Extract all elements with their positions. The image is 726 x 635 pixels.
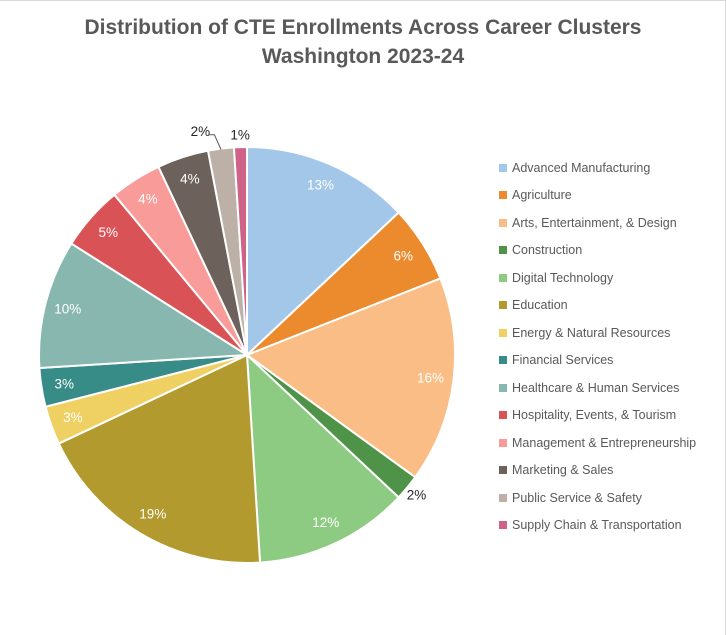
legend-item-marketing-sales[interactable]: Marketing & Sales [499, 457, 696, 485]
pie-slice-advanced-manufacturing[interactable] [246, 146, 400, 356]
legend-item-construction[interactable]: Construction [499, 237, 696, 265]
slice-label-financial-services: 3% [55, 376, 75, 391]
slice-label-management-entrepreneurship: 4% [138, 191, 158, 206]
legend-item-agriculture[interactable]: Agriculture [499, 182, 696, 210]
legend-label-advanced-manufacturing: Advanced Manufacturing [512, 160, 651, 175]
slice-label-agriculture: 6% [393, 248, 413, 263]
legend-swatch-construction [499, 246, 507, 255]
legend-swatch-agriculture [499, 191, 507, 200]
slice-label-energy-natural-resources: 3% [63, 410, 83, 425]
pie-slice-education[interactable] [57, 354, 262, 564]
legend-swatch-hospitality-events-tourism [499, 411, 507, 420]
legend-item-advanced-manufacturing[interactable]: Advanced Manufacturing [499, 154, 696, 182]
legend-swatch-education [499, 301, 507, 310]
pie-slice-healthcare-human-services[interactable] [38, 242, 248, 370]
legend-item-supply-chain-transportation[interactable]: Supply Chain & Transportation [499, 512, 696, 540]
pie-slice-arts-entertainment-design[interactable] [246, 277, 456, 479]
legend-label-education: Education [512, 298, 568, 313]
legend-item-management-entrepreneurship[interactable]: Management & Entrepreneurship [499, 429, 696, 457]
legend-swatch-financial-services [499, 356, 507, 365]
slice-label-hospitality-events-tourism: 5% [98, 225, 118, 240]
legend-item-healthcare-human-services[interactable]: Healthcare & Human Services [499, 374, 696, 402]
slice-label-construction: 2% [407, 488, 427, 503]
legend-swatch-management-entrepreneurship [499, 438, 507, 447]
legend-label-agriculture: Agriculture [512, 188, 572, 203]
legend-swatch-advanced-manufacturing [499, 163, 507, 172]
legend-swatch-arts-entertainment-design [499, 218, 507, 227]
slice-label-digital-technology: 12% [312, 515, 339, 530]
legend-item-hospitality-events-tourism[interactable]: Hospitality, Events, & Tourism [499, 402, 696, 430]
chart-title-line2: Washington 2023-24 [261, 45, 465, 68]
legend-swatch-supply-chain-transportation [499, 521, 507, 530]
legend: Advanced Manufacturing Agriculture Arts, E… [499, 154, 696, 539]
slice-label-marketing-sales: 4% [180, 172, 200, 187]
legend-swatch-healthcare-human-services [499, 383, 507, 392]
pie-slice-supply-chain-transportation[interactable] [232, 145, 248, 356]
legend-swatch-energy-natural-resources [499, 328, 507, 337]
slice-label-arts-entertainment-design: 16% [417, 371, 444, 386]
slice-label-education: 19% [139, 507, 166, 522]
slice-label-advanced-manufacturing: 13% [307, 178, 334, 193]
slice-label-healthcare-human-services: 10% [54, 301, 81, 316]
legend-label-energy-natural-resources: Energy & Natural Resources [512, 325, 671, 340]
slice-label-public-service-safety: 2% [191, 124, 211, 139]
legend-item-public-service-safety[interactable]: Public Service & Safety [499, 484, 696, 512]
legend-label-hospitality-events-tourism: Hospitality, Events, & Tourism [512, 408, 677, 423]
legend-label-healthcare-human-services: Healthcare & Human Services [512, 380, 680, 395]
legend-swatch-marketing-sales [499, 466, 507, 475]
chart-title: Distribution of CTE Enrollments Across C… [0, 13, 726, 71]
legend-swatch-public-service-safety [499, 493, 507, 502]
legend-label-digital-technology: Digital Technology [512, 270, 614, 285]
chart-title-line1: Distribution of CTE Enrollments Across C… [84, 16, 642, 39]
legend-item-energy-natural-resources[interactable]: Energy & Natural Resources [499, 319, 696, 347]
legend-item-education[interactable]: Education [499, 292, 696, 320]
legend-item-financial-services[interactable]: Financial Services [499, 347, 696, 375]
legend-item-digital-technology[interactable]: Digital Technology [499, 264, 696, 292]
legend-label-financial-services: Financial Services [512, 353, 614, 368]
legend-label-supply-chain-transportation: Supply Chain & Transportation [512, 518, 682, 533]
legend-label-marketing-sales: Marketing & Sales [512, 463, 614, 478]
slice-label-supply-chain-transportation: 1% [230, 128, 250, 143]
legend-label-arts-entertainment-design: Arts, Entertainment, & Design [512, 215, 677, 230]
pie-slice-digital-technology[interactable] [246, 354, 400, 564]
legend-label-public-service-safety: Public Service & Safety [512, 490, 642, 505]
label-leader-line [209, 134, 222, 150]
legend-swatch-digital-technology [499, 273, 507, 282]
legend-label-management-entrepreneurship: Management & Entrepreneurship [512, 435, 697, 450]
legend-item-arts-entertainment-design[interactable]: Arts, Entertainment, & Design [499, 209, 696, 237]
legend-label-construction: Construction [512, 243, 583, 258]
